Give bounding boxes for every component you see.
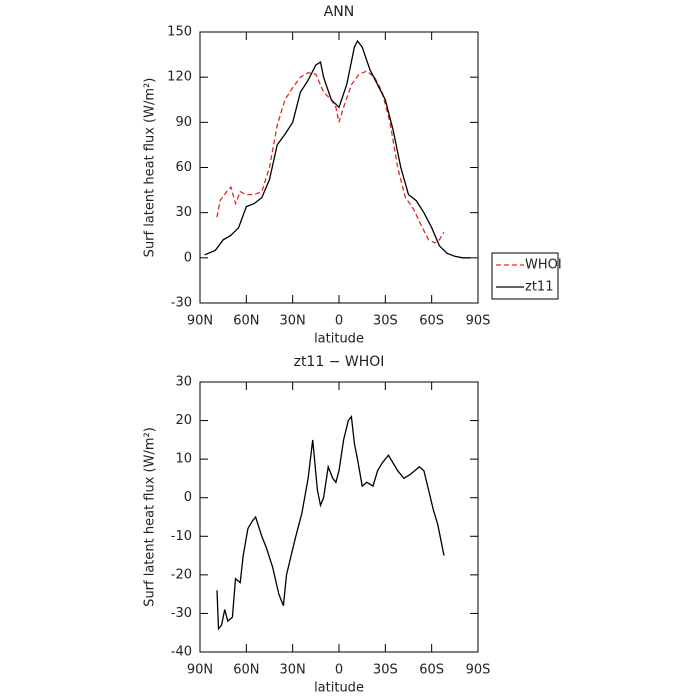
- x-tick-label: 30S: [373, 314, 398, 329]
- y-tick-label: 60: [175, 160, 192, 175]
- y-tick-label: 10: [175, 452, 192, 467]
- plot-frame: [199, 31, 479, 304]
- y-tick-label: 120: [167, 70, 192, 85]
- series-line: [216, 415, 445, 631]
- x-tick-label: 0: [335, 314, 343, 329]
- legend-label: zt11: [525, 280, 553, 295]
- y-tick-label: 30: [175, 205, 192, 220]
- y-tick-label: 150: [167, 25, 192, 40]
- y-tick-label: -10: [171, 529, 192, 544]
- y-tick-label: 30: [175, 375, 192, 390]
- x-tick-label: 90S: [466, 314, 491, 329]
- y-tick-label: -30: [171, 606, 192, 621]
- x-tick-label: 90N: [187, 314, 213, 329]
- y-axis-label: Surf latent heat flux (W/m²): [143, 427, 158, 607]
- y-tick-label: 90: [175, 115, 192, 130]
- x-tick-label: 30S: [373, 663, 398, 678]
- y-tick-label: 0: [184, 250, 192, 265]
- legend-box: [491, 252, 559, 300]
- y-tick-label: 20: [175, 413, 192, 428]
- y-axis-label: Surf latent heat flux (W/m²): [143, 78, 158, 258]
- x-tick-label: 60N: [233, 314, 259, 329]
- x-tick-label: 60S: [419, 314, 444, 329]
- x-tick-label: 60S: [419, 663, 444, 678]
- y-tick-label: -20: [171, 567, 192, 582]
- x-tick-label: 60N: [233, 663, 259, 678]
- x-axis-label: latitude: [314, 681, 364, 696]
- x-tick-label: 30N: [280, 314, 306, 329]
- plot-frame: [199, 381, 479, 653]
- y-tick-label: -40: [171, 645, 192, 660]
- chart-title: ANN: [324, 4, 355, 20]
- x-tick-label: 30N: [280, 663, 306, 678]
- chart-title: zt11 − WHOI: [294, 354, 385, 370]
- series-line: [204, 39, 471, 259]
- x-tick-label: 0: [335, 663, 343, 678]
- x-axis-label: latitude: [314, 332, 364, 347]
- legend-label: WHOI: [525, 258, 562, 273]
- x-tick-label: 90S: [466, 663, 491, 678]
- x-tick-label: 90N: [187, 663, 213, 678]
- y-tick-label: -30: [171, 296, 192, 311]
- y-tick-label: 0: [184, 490, 192, 505]
